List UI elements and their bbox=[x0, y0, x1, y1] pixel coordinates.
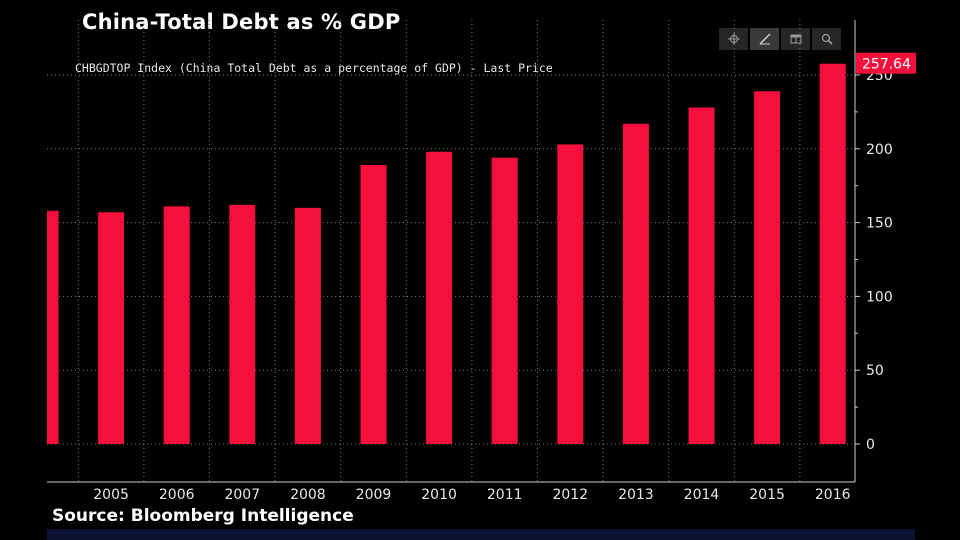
x-tick-label: 2009 bbox=[356, 487, 392, 503]
bar-2008 bbox=[294, 207, 321, 444]
bar-2015 bbox=[754, 91, 781, 445]
bar-2007 bbox=[229, 204, 256, 444]
x-tick-label: 2005 bbox=[93, 487, 129, 503]
last-value-label: 257.64 bbox=[862, 57, 911, 73]
bar-2013 bbox=[622, 123, 649, 444]
x-tick-label: 2014 bbox=[684, 487, 720, 503]
last-value-badge bbox=[856, 52, 916, 74]
x-tick-label: 2013 bbox=[618, 487, 654, 503]
chart-title: China-Total Debt as % GDP bbox=[82, 10, 401, 34]
table-icon[interactable] bbox=[781, 28, 810, 50]
x-tick-label: 2007 bbox=[224, 487, 260, 503]
source-note: Source: Bloomberg Intelligence bbox=[52, 506, 354, 526]
y-tick-label: 0 bbox=[866, 437, 875, 453]
x-tick-label: 2006 bbox=[159, 487, 195, 503]
y-tick-label: 200 bbox=[866, 142, 893, 158]
bar-2012 bbox=[557, 144, 584, 444]
footer-band bbox=[47, 529, 915, 540]
y-tick-label: 150 bbox=[866, 216, 893, 232]
zoom-icon[interactable] bbox=[812, 28, 841, 50]
crosshair-icon[interactable] bbox=[719, 28, 748, 50]
x-tick-label: 2008 bbox=[290, 487, 326, 503]
bar-2005 bbox=[98, 212, 125, 444]
bar-2006 bbox=[163, 206, 190, 444]
x-tick-label: 2016 bbox=[815, 487, 851, 503]
bar-2016 bbox=[819, 63, 846, 444]
x-tick-label: 2012 bbox=[552, 487, 588, 503]
bar-2009 bbox=[360, 165, 387, 444]
y-tick-label: 50 bbox=[866, 363, 884, 379]
chart-legend: CHBGDTOP Index (China Total Debt as a pe… bbox=[60, 55, 553, 81]
x-tick-label: 2015 bbox=[749, 487, 785, 503]
bar-2010 bbox=[426, 151, 453, 444]
bar-2014 bbox=[688, 107, 715, 445]
bar-partial bbox=[47, 210, 59, 444]
draw-line-icon[interactable] bbox=[750, 28, 779, 50]
bar-2011 bbox=[491, 157, 518, 444]
chart-toolbar bbox=[719, 28, 841, 50]
x-tick-label: 2011 bbox=[487, 487, 523, 503]
legend-label: CHBGDTOP Index (China Total Debt as a pe… bbox=[75, 61, 553, 75]
y-tick-label: 100 bbox=[866, 289, 893, 305]
x-tick-label: 2010 bbox=[421, 487, 457, 503]
